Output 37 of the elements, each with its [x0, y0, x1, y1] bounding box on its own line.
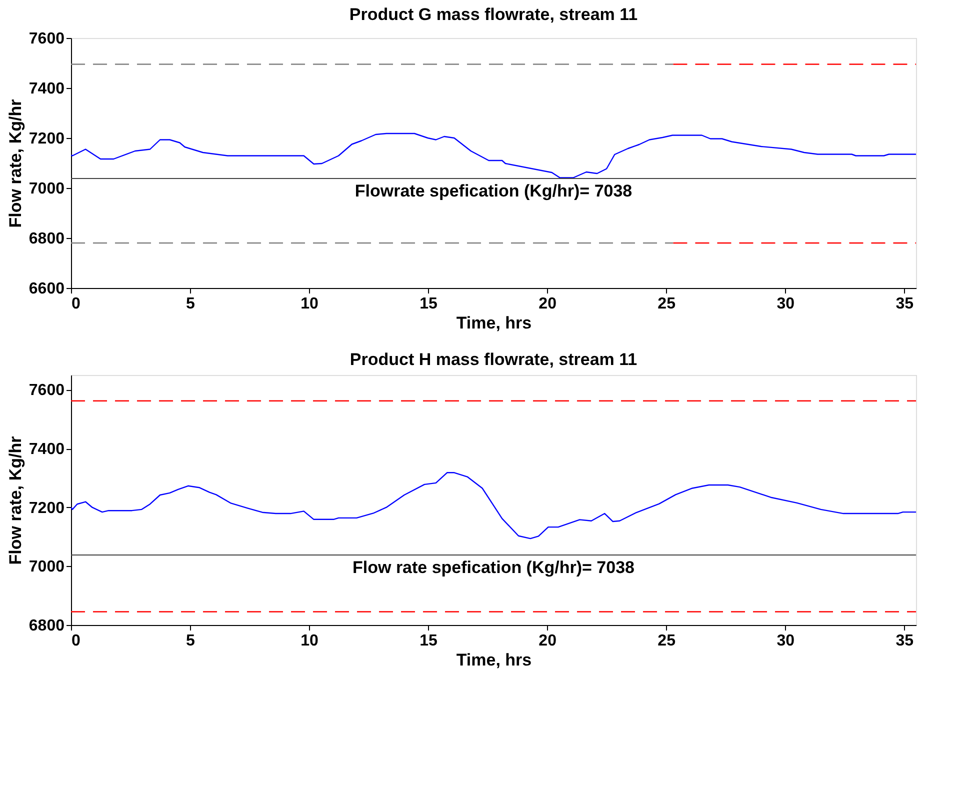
x-tick-label: 5: [186, 296, 196, 312]
ref-line-label: Flowrate spefication (Kg/hr)= 7038: [354, 182, 632, 200]
ref-line-label: Flow rate spefication (Kg/hr)= 7038: [352, 558, 634, 577]
y-tick-label: 7400: [28, 80, 65, 98]
chart-title: Product H mass flowrate, stream 11: [350, 350, 638, 369]
x-axis-title: Time, hrs: [456, 650, 532, 670]
x-tick-label: 0: [72, 296, 80, 312]
x-axis-title: Time, hrs: [456, 314, 532, 332]
x-tick-label: 15: [420, 296, 438, 312]
y-tick-label: 6800: [28, 618, 65, 634]
x-tick-label: 35: [896, 296, 914, 312]
y-tick-label: 7600: [28, 30, 65, 48]
x-tick-label: 20: [538, 296, 557, 312]
y-tick-label: 7000: [28, 558, 65, 576]
x-tick-label: 30: [776, 296, 795, 312]
y-tick-label: 7200: [28, 130, 65, 148]
y-axis-title: Flow rate, Kg/hr: [6, 436, 25, 565]
y-tick-label: 7000: [28, 180, 65, 198]
x-tick-label: 25: [658, 632, 676, 650]
x-tick-label: 25: [658, 296, 676, 312]
y-tick-label: 7400: [28, 441, 65, 458]
chart-title: Product G mass flowrate, stream 11: [349, 5, 638, 24]
x-tick-label: 10: [300, 296, 319, 312]
x-tick-label: 5: [186, 632, 196, 650]
y-axis-title: Flow rate, Kg/hr: [6, 98, 25, 228]
x-tick-label: 35: [896, 632, 914, 650]
x-tick-label: 15: [420, 632, 438, 650]
line-series: [71, 132, 916, 178]
x-tick-label: 10: [300, 632, 319, 650]
y-tick-label: 7200: [28, 500, 65, 517]
x-tick-label: 0: [72, 632, 80, 650]
x-tick-label: 20: [538, 632, 557, 650]
y-tick-label: 7600: [28, 382, 65, 400]
x-tick-label: 30: [776, 632, 795, 650]
y-tick-label: 6800: [28, 230, 65, 248]
y-tick-label: 6600: [28, 280, 65, 298]
line-series: [71, 472, 916, 540]
